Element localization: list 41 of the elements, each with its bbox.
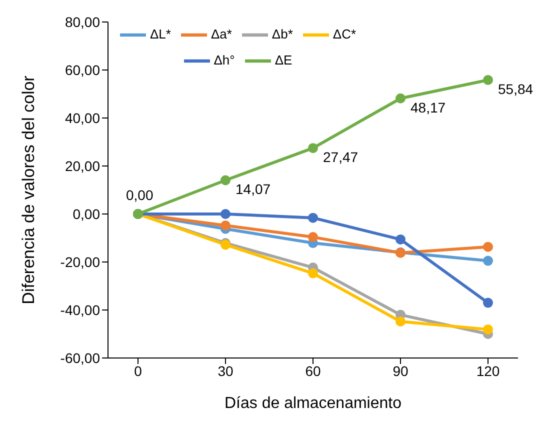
point (308, 212, 318, 223)
point (308, 268, 318, 278)
point (483, 256, 493, 266)
point (483, 298, 493, 308)
legend-label: ΔC* (332, 26, 356, 42)
point (308, 143, 318, 154)
y-tick-label: 60,00 (64, 62, 100, 78)
legend-label: Δa* (210, 26, 232, 42)
y-tick-label: -20,00 (60, 254, 100, 270)
point (396, 234, 406, 244)
legend-label: ΔE (274, 52, 292, 68)
x-tick-label: 60 (305, 362, 321, 379)
data-label: 48,17 (410, 99, 446, 116)
point (308, 232, 318, 242)
point (396, 93, 406, 104)
y-tick-label: 80,00 (64, 14, 100, 30)
point (220, 175, 230, 186)
x-tick-label: 90 (392, 362, 408, 379)
y-tick-label: 0,00 (72, 206, 100, 222)
point (220, 209, 230, 219)
x-axis-title: Días de almacenamiento (224, 395, 402, 412)
x-tick-label: 30 (218, 362, 234, 379)
data-label: 55,84 (498, 80, 534, 97)
point (396, 316, 406, 327)
x-tick-label: 0 (134, 362, 142, 379)
legend-label: Δh° (214, 52, 235, 68)
point (220, 220, 230, 231)
y-tick-label: 20,00 (64, 158, 100, 174)
point (483, 324, 493, 334)
y-axis-title: Diferencia de valores del color (19, 75, 38, 304)
data-label: 14,07 (236, 181, 271, 198)
legend-label: ΔL* (150, 26, 171, 42)
y-tick-label: -40,00 (60, 302, 100, 318)
legend-label: Δb* (272, 26, 293, 42)
data-label: 0,00 (126, 187, 154, 203)
x-tick-label: 120 (476, 362, 500, 379)
point (483, 74, 493, 85)
point (483, 242, 493, 252)
y-tick-label: -60,00 (60, 350, 100, 366)
data-label: 27,47 (323, 149, 358, 166)
y-tick-label: 40,00 (64, 110, 100, 126)
